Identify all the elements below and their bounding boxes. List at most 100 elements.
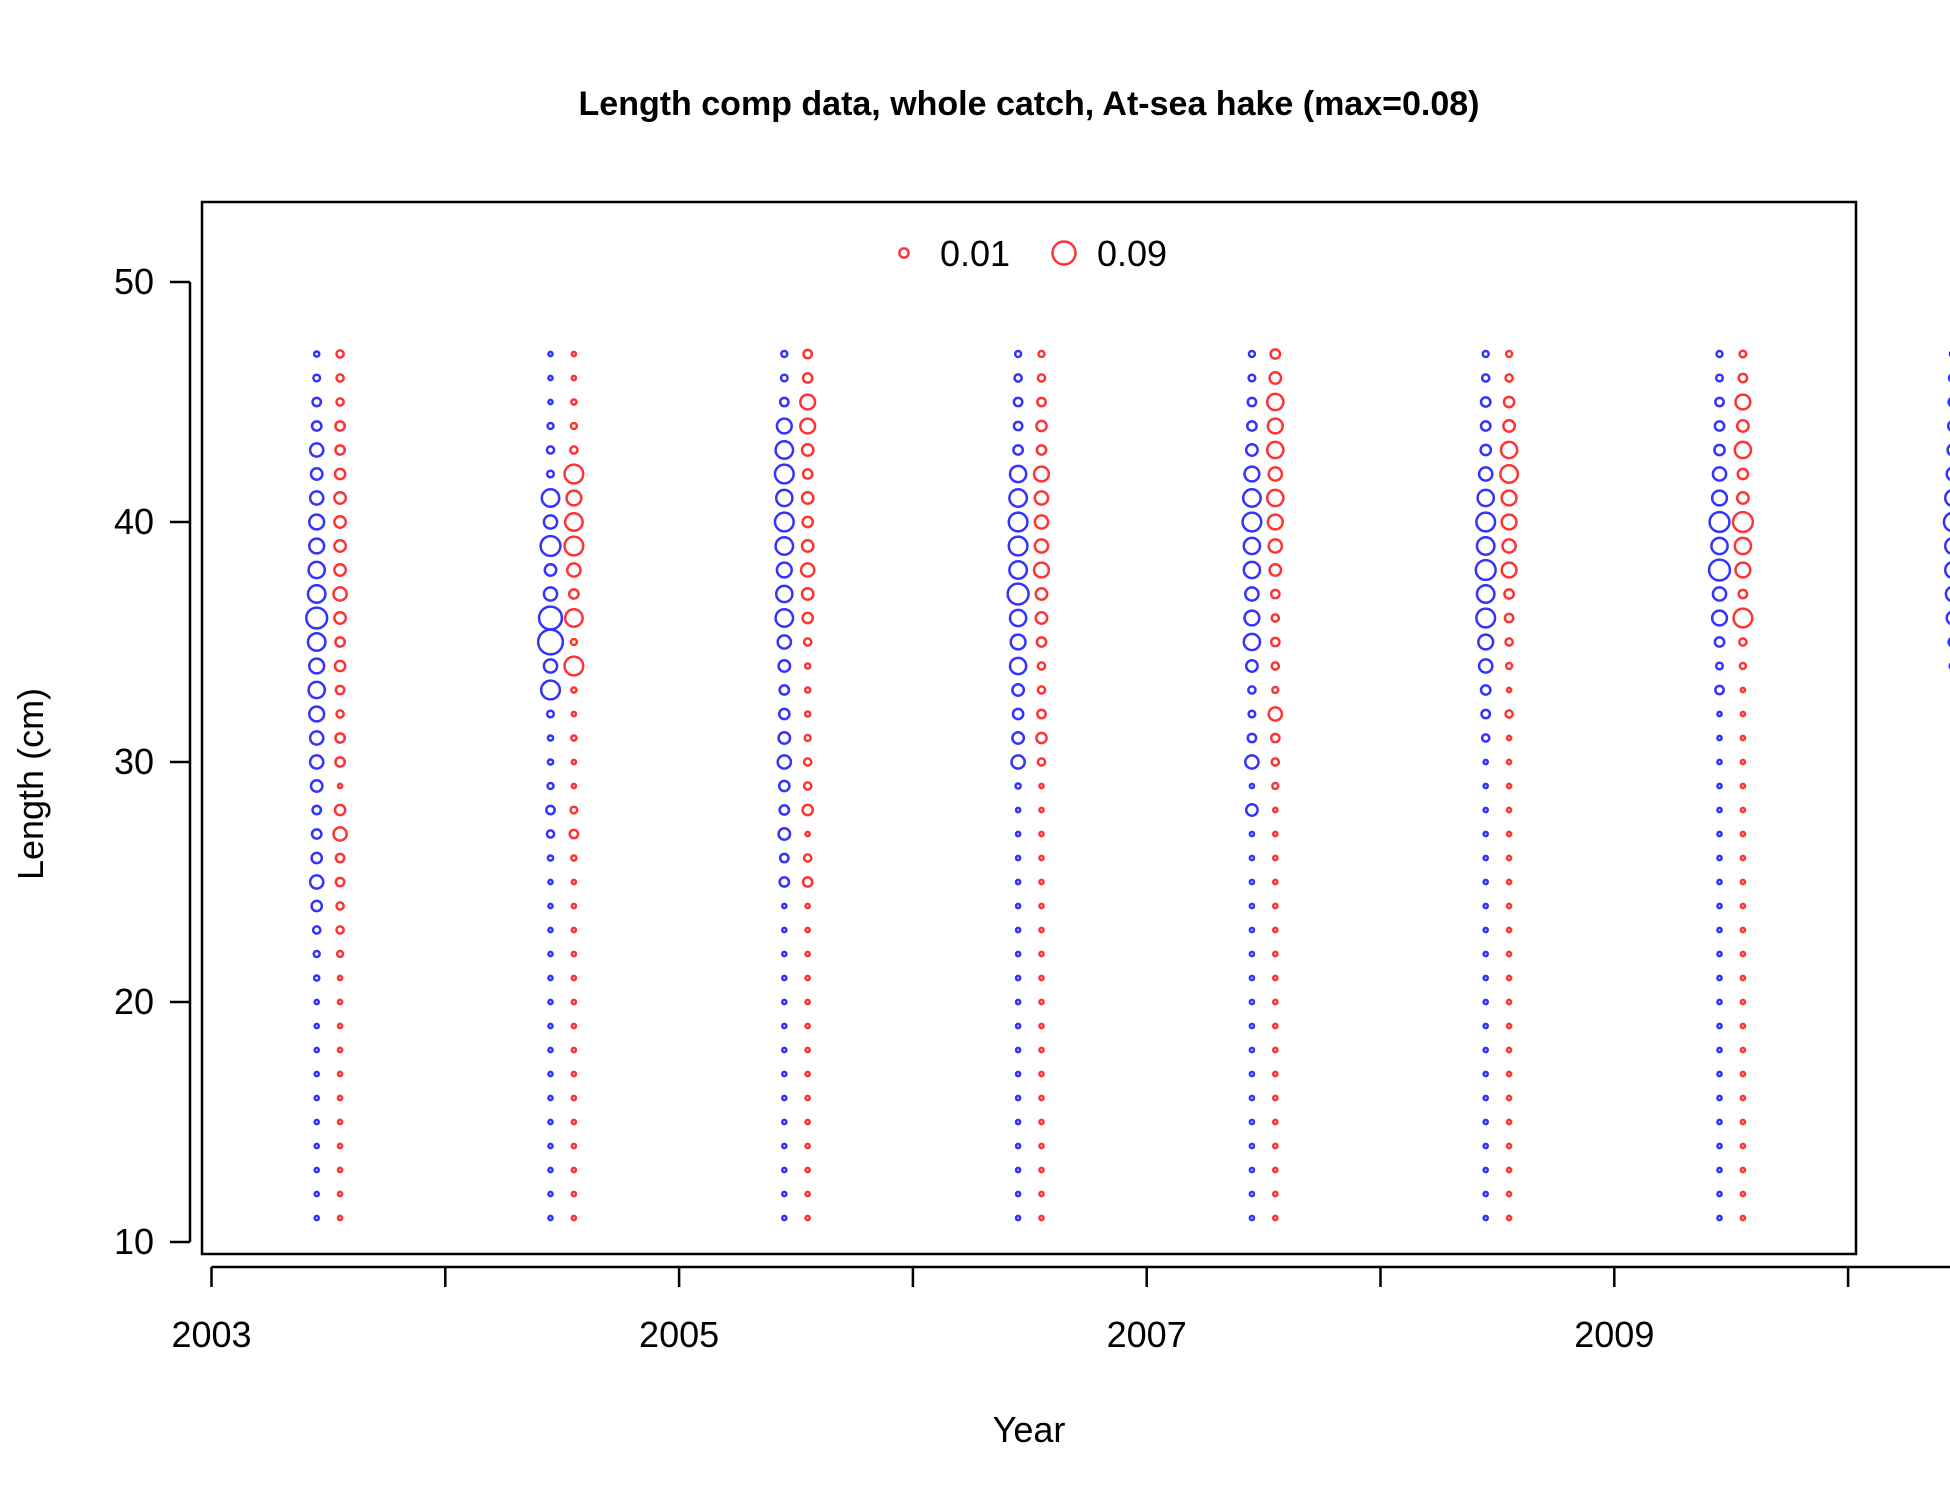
point-series_a-2006-34 — [1008, 656, 1028, 676]
point-series_b-2009-24 — [1739, 902, 1747, 910]
point-series_b-2008-39 — [1501, 538, 1517, 554]
point-series_a-2003-39 — [308, 537, 326, 555]
point-series_a-2004-38 — [543, 563, 558, 577]
point-series_b-2006-14 — [1038, 1142, 1045, 1150]
point-series_b-2007-21 — [1271, 974, 1279, 982]
point-series_a-2005-33 — [778, 684, 791, 696]
point-series_a-2004-39 — [539, 534, 562, 558]
point-series_a-2010-39 — [1943, 537, 1950, 555]
point-series_a-2005-46 — [779, 373, 789, 383]
point-series_a-2009-45 — [1714, 396, 1725, 408]
point-series_a-2003-26 — [310, 851, 324, 865]
point-series_b-2008-17 — [1505, 1070, 1513, 1078]
point-series_b-2008-45 — [1502, 395, 1516, 409]
point-series_a-2004-16 — [547, 1094, 554, 1102]
point-series_a-2009-21 — [1716, 974, 1723, 982]
point-series_b-2005-38 — [799, 562, 816, 578]
point-series_b-2009-33 — [1739, 686, 1747, 694]
point-series_a-2004-14 — [547, 1142, 554, 1150]
point-series_b-2005-39 — [800, 539, 815, 553]
point-series_b-2005-21 — [804, 974, 812, 982]
point-series_a-2004-27 — [545, 829, 556, 839]
point-series_b-2007-39 — [1267, 538, 1284, 554]
point-series_a-2007-13 — [1248, 1166, 1256, 1174]
point-series_a-2003-25 — [308, 874, 325, 890]
point-series_a-2007-30 — [1244, 754, 1260, 770]
point-series_b-2009-42 — [1736, 467, 1750, 481]
point-series_b-2007-44 — [1266, 417, 1284, 435]
point-series_a-2005-41 — [774, 488, 794, 508]
point-series_a-2010-35 — [1947, 637, 1950, 647]
point-series_b-2005-34 — [803, 662, 812, 670]
point-series_b-2004-44 — [569, 421, 579, 431]
point-series_b-2009-12 — [1739, 1190, 1747, 1198]
point-series_b-2003-32 — [335, 709, 345, 719]
point-series_a-2006-14 — [1014, 1142, 1022, 1150]
point-series_a-2004-19 — [547, 1022, 554, 1030]
point-series_b-2009-25 — [1739, 878, 1747, 886]
point-series_a-2008-15 — [1482, 1118, 1490, 1126]
point-series_a-2005-31 — [777, 731, 792, 745]
point-series_b-2008-44 — [1502, 419, 1517, 433]
point-series_b-2009-11 — [1739, 1214, 1747, 1222]
point-series_b-2005-37 — [800, 587, 815, 601]
point-series_b-2003-25 — [334, 876, 346, 888]
point-series_a-2007-40 — [1241, 511, 1263, 533]
point-series_a-2003-19 — [313, 1022, 321, 1030]
point-series_b-2008-28 — [1505, 806, 1513, 814]
point-series_a-2009-39 — [1710, 536, 1729, 556]
point-series_a-2007-12 — [1248, 1190, 1256, 1198]
point-series_b-2003-35 — [334, 636, 347, 648]
point-series_b-2007-18 — [1271, 1046, 1279, 1054]
point-series_b-2006-24 — [1038, 902, 1045, 910]
point-series_b-2009-17 — [1739, 1070, 1747, 1078]
point-series_a-2007-31 — [1246, 732, 1258, 744]
point-series_a-2004-47 — [547, 350, 554, 358]
point-series_b-2006-36 — [1034, 611, 1049, 625]
point-series_b-2007-11 — [1271, 1214, 1279, 1222]
point-series_a-2005-15 — [780, 1118, 788, 1126]
point-series_a-2009-32 — [1716, 710, 1723, 718]
point-series_b-2007-40 — [1266, 513, 1284, 531]
point-series_a-2004-28 — [545, 804, 556, 816]
point-series_b-2003-11 — [336, 1214, 344, 1222]
point-series_b-2004-39 — [563, 535, 585, 557]
point-series_a-2006-32 — [1011, 707, 1025, 721]
point-series_a-2007-26 — [1248, 854, 1256, 862]
point-series_a-2006-30 — [1010, 754, 1026, 770]
point-series_a-2007-41 — [1241, 488, 1262, 508]
point-series_b-2005-12 — [804, 1190, 812, 1198]
point-series_a-2006-25 — [1014, 878, 1022, 886]
point-series_a-2010-41 — [1943, 489, 1950, 507]
point-series_b-2005-35 — [802, 637, 813, 647]
point-series_a-2005-40 — [773, 511, 795, 533]
point-series_a-2008-40 — [1475, 511, 1497, 533]
point-series_b-2004-38 — [566, 562, 582, 578]
point-series_a-2008-17 — [1482, 1070, 1490, 1078]
point-series_a-2003-12 — [313, 1190, 321, 1198]
point-series_a-2010-44 — [1946, 420, 1950, 432]
point-series_a-2004-30 — [546, 758, 555, 766]
point-series_a-2003-15 — [313, 1118, 321, 1126]
point-series_a-2008-16 — [1482, 1094, 1490, 1102]
point-series_a-2008-39 — [1475, 536, 1496, 556]
plot-frame — [200, 200, 1858, 1256]
point-series_b-2009-41 — [1735, 491, 1750, 505]
point-series_b-2008-22 — [1505, 950, 1513, 958]
point-series_a-2007-28 — [1244, 803, 1259, 817]
point-series_b-2005-47 — [802, 348, 814, 360]
point-series_b-2005-31 — [803, 733, 812, 743]
point-series_b-2008-34 — [1504, 661, 1514, 671]
point-series_b-2004-15 — [570, 1118, 578, 1126]
point-series_a-2003-44 — [310, 420, 323, 432]
point-series_b-2004-13 — [570, 1166, 578, 1174]
point-series_a-2004-44 — [546, 421, 555, 431]
point-series_a-2005-18 — [780, 1046, 788, 1054]
point-series_a-2008-12 — [1482, 1190, 1490, 1198]
point-series_a-2008-31 — [1480, 733, 1491, 743]
point-series_a-2008-26 — [1482, 854, 1490, 862]
point-series_b-2006-12 — [1038, 1190, 1045, 1198]
point-series_b-2007-45 — [1265, 392, 1285, 412]
point-series_a-2006-31 — [1011, 731, 1026, 745]
point-series_a-2006-22 — [1014, 950, 1022, 958]
